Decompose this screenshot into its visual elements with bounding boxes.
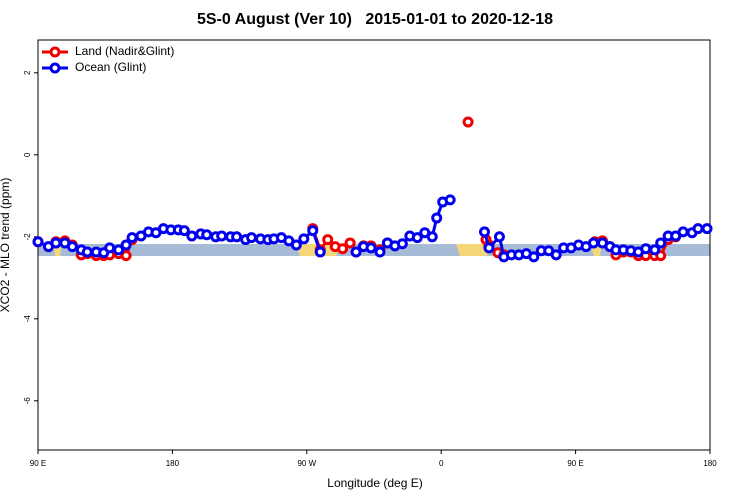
data-point <box>411 232 423 244</box>
legend-label: Ocean (Glint) <box>75 60 146 74</box>
x-tick-label: 90 E <box>30 459 46 468</box>
data-point <box>246 232 258 244</box>
data-point <box>483 242 495 254</box>
legend: Land (Nadir&Glint) Ocean (Glint) <box>42 44 174 74</box>
data-point <box>462 116 474 128</box>
data-point <box>120 250 132 262</box>
x-tick-label: 180 <box>166 459 180 468</box>
data-point <box>655 237 667 249</box>
data-point <box>298 233 310 245</box>
data-point <box>479 226 491 238</box>
data-point <box>550 249 562 261</box>
x-tick-label: 90 E <box>567 459 583 468</box>
data-point <box>50 237 62 249</box>
data-point <box>396 238 408 250</box>
data-point <box>66 241 78 253</box>
data-point <box>426 231 438 243</box>
data-point <box>337 243 349 255</box>
data-point <box>216 230 228 242</box>
data-point <box>120 239 132 251</box>
data-point <box>493 231 505 243</box>
data-point <box>677 226 689 238</box>
data-point <box>307 225 319 237</box>
data-point <box>126 232 138 244</box>
data-point <box>186 230 198 242</box>
y-axis-title: XCO2 - MLO trend (ppm) <box>0 178 12 313</box>
y-tick-label: 2 <box>23 70 32 75</box>
x-tick-label: 0 <box>439 459 444 468</box>
data-point <box>32 236 44 248</box>
y-tick-label: -2 <box>23 233 32 241</box>
y-tick-label: -6 <box>23 397 32 405</box>
data-point <box>81 246 93 258</box>
x-axis-title: Longitude (deg E) <box>327 476 422 490</box>
data-point <box>444 194 456 206</box>
data-point <box>231 231 243 243</box>
chart-title: 5S-0 August (Ver 10) 2015-01-01 to 2020-… <box>197 11 553 28</box>
y-tick-label: 0 <box>23 152 32 157</box>
data-point <box>374 246 386 258</box>
data-point <box>365 242 377 254</box>
data-point <box>692 223 704 235</box>
data-point <box>104 242 116 254</box>
legend-swatch-point <box>49 62 61 74</box>
data-point <box>701 223 713 235</box>
data-point <box>290 239 302 251</box>
land-band <box>456 244 490 256</box>
data-point <box>649 244 661 256</box>
legend-swatch-point <box>49 46 61 58</box>
data-point <box>431 212 443 224</box>
data-point <box>588 237 600 249</box>
data-point <box>350 246 362 258</box>
data-point <box>322 234 334 246</box>
data-point <box>344 237 356 249</box>
legend-label: Land (Nadir&Glint) <box>75 44 174 58</box>
y-tick-label: -4 <box>23 315 32 323</box>
x-tick-label: 180 <box>703 459 717 468</box>
data-point <box>640 243 652 255</box>
data-point <box>314 246 326 258</box>
data-point <box>178 225 190 237</box>
data-point <box>528 251 540 263</box>
data-point <box>201 229 213 241</box>
data-point <box>113 244 125 256</box>
x-tick-label: 90 W <box>297 459 316 468</box>
